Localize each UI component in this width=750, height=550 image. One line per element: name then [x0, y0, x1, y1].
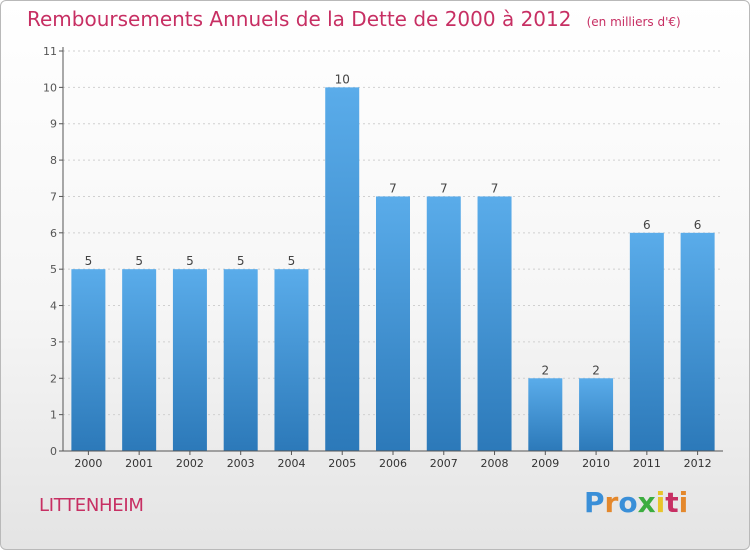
bar-2011 [629, 232, 664, 451]
data-label-2012: 6 [694, 218, 702, 232]
x-tick-label-2009: 2009 [531, 457, 559, 470]
title-row: Remboursements Annuels de la Dette de 20… [27, 7, 681, 31]
x-tick-label-2001: 2001 [125, 457, 153, 470]
bar-2007 [426, 196, 461, 451]
x-tick-label-2007: 2007 [430, 457, 458, 470]
x-tick-label-2008: 2008 [481, 457, 509, 470]
y-tick-label-5: 5 [50, 263, 57, 276]
data-label-2000: 5 [85, 254, 93, 268]
chart-unit: (en milliers d'€) [586, 15, 681, 29]
logo-letter: r [604, 486, 619, 519]
x-tick-label-2006: 2006 [379, 457, 407, 470]
bar-2004 [274, 269, 309, 451]
x-tick-label-2010: 2010 [582, 457, 610, 470]
bar-2010 [579, 378, 614, 451]
bar-2008 [477, 196, 512, 451]
chart-title: Remboursements Annuels de la Dette de 20… [27, 7, 572, 31]
axis-layer: 0 1 2 3 4 5 6 7 8 9 10 11 [43, 45, 723, 458]
y-tick-label-8: 8 [50, 154, 57, 167]
x-tick-label-2002: 2002 [176, 457, 204, 470]
bar-2012 [680, 232, 715, 451]
logo-letter: i [678, 486, 689, 519]
bar-2002 [172, 269, 207, 451]
logo-letter: t [665, 486, 679, 519]
bar-2006 [376, 196, 410, 451]
logo-letter: P [584, 486, 605, 519]
y-tick-label-4: 4 [50, 300, 57, 313]
data-label-2011: 6 [643, 218, 651, 232]
y-tick-label-7: 7 [50, 190, 57, 203]
labels-layer: 2000 5 2001 5 2002 5 2003 5 2004 5 2005 10 2006 7 2007… [74, 72, 711, 470]
logo-letter: x [637, 486, 656, 519]
y-tick-label-9: 9 [50, 118, 57, 131]
x-tick-label-2005: 2005 [328, 457, 356, 470]
x-tick-label-2012: 2012 [684, 457, 712, 470]
bar-2003 [223, 269, 258, 451]
data-label-2008: 7 [491, 181, 499, 195]
data-label-2004: 5 [288, 254, 296, 268]
bar-2005 [325, 87, 360, 451]
x-tick-label-2000: 2000 [74, 457, 102, 470]
y-tick-label-2: 2 [50, 372, 57, 385]
y-tick-label-10: 10 [43, 81, 57, 94]
bar-2000 [71, 269, 106, 451]
bar-2009 [528, 378, 563, 451]
proxiti-logo[interactable]: Proxiti [584, 486, 688, 519]
data-label-2003: 5 [237, 254, 245, 268]
bars-layer [71, 87, 715, 451]
data-label-2006: 7 [389, 181, 397, 195]
data-label-2010: 2 [592, 363, 600, 377]
data-label-2005: 10 [335, 72, 350, 86]
y-tick-label-1: 1 [50, 409, 57, 422]
y-tick-label-3: 3 [50, 336, 57, 349]
data-label-2001: 5 [135, 254, 143, 268]
y-tick-label-11: 11 [43, 45, 57, 58]
logo-letter: o [618, 486, 638, 519]
bar-2001 [122, 269, 157, 451]
x-tick-label-2011: 2011 [633, 457, 661, 470]
x-tick-label-2003: 2003 [227, 457, 255, 470]
logo-letter: i [655, 486, 666, 519]
commune-name: LITTENHEIM [39, 495, 144, 516]
y-tick-label-6: 6 [50, 227, 57, 240]
data-label-2009: 2 [541, 363, 549, 377]
data-label-2002: 5 [186, 254, 194, 268]
data-label-2007: 7 [440, 181, 448, 195]
y-tick-label-0: 0 [50, 445, 57, 458]
x-tick-label-2004: 2004 [277, 457, 305, 470]
